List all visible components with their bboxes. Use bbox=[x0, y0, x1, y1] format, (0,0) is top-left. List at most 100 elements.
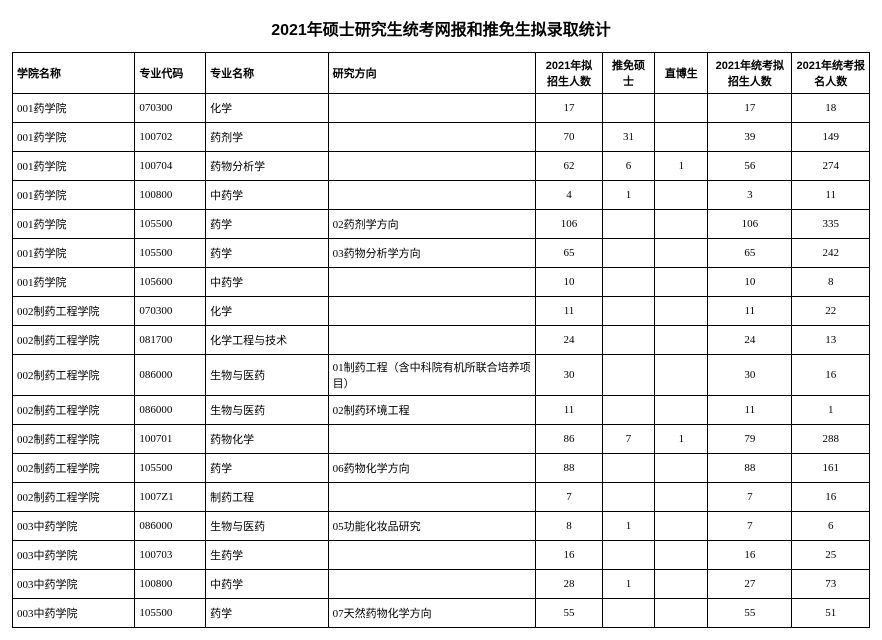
cell bbox=[655, 355, 708, 396]
cell: 100702 bbox=[135, 123, 206, 152]
cell: 16 bbox=[708, 541, 792, 570]
cell: 11 bbox=[792, 181, 870, 210]
cell: 65 bbox=[536, 239, 602, 268]
cell: 70 bbox=[536, 123, 602, 152]
cell: 8 bbox=[792, 268, 870, 297]
cell: 003中药学院 bbox=[13, 599, 135, 628]
cell: 149 bbox=[792, 123, 870, 152]
cell: 02制药环境工程 bbox=[328, 396, 536, 425]
cell: 1 bbox=[602, 570, 655, 599]
cell bbox=[655, 297, 708, 326]
cell bbox=[328, 425, 536, 454]
header-row: 学院名称专业代码专业名称研究方向2021年拟招生人数推免硕士直博生2021年统考… bbox=[13, 53, 870, 94]
cell bbox=[655, 94, 708, 123]
cell: 002制药工程学院 bbox=[13, 355, 135, 396]
cell: 001药学院 bbox=[13, 152, 135, 181]
cell: 制药工程 bbox=[206, 483, 328, 512]
cell: 31 bbox=[602, 123, 655, 152]
cell: 7 bbox=[602, 425, 655, 454]
cell: 4 bbox=[536, 181, 602, 210]
cell: 242 bbox=[792, 239, 870, 268]
cell bbox=[602, 268, 655, 297]
column-header: 2021年统考拟招生人数 bbox=[708, 53, 792, 94]
column-header: 研究方向 bbox=[328, 53, 536, 94]
cell: 02药剂学方向 bbox=[328, 210, 536, 239]
cell: 28 bbox=[536, 570, 602, 599]
cell: 药学 bbox=[206, 210, 328, 239]
cell: 105500 bbox=[135, 599, 206, 628]
cell: 中药学 bbox=[206, 181, 328, 210]
column-header: 专业名称 bbox=[206, 53, 328, 94]
cell: 03药物分析学方向 bbox=[328, 239, 536, 268]
column-header: 2021年拟招生人数 bbox=[536, 53, 602, 94]
cell: 335 bbox=[792, 210, 870, 239]
cell: 002制药工程学院 bbox=[13, 396, 135, 425]
cell: 11 bbox=[536, 297, 602, 326]
cell: 002制药工程学院 bbox=[13, 454, 135, 483]
cell: 化学 bbox=[206, 297, 328, 326]
cell: 1 bbox=[602, 181, 655, 210]
cell bbox=[655, 326, 708, 355]
cell bbox=[602, 355, 655, 396]
cell: 生物与医药 bbox=[206, 512, 328, 541]
cell: 生物与医药 bbox=[206, 396, 328, 425]
cell: 药物化学 bbox=[206, 425, 328, 454]
cell: 161 bbox=[792, 454, 870, 483]
cell: 001药学院 bbox=[13, 210, 135, 239]
table-row: 003中药学院086000生物与医药05功能化妆品研究8176 bbox=[13, 512, 870, 541]
cell bbox=[655, 210, 708, 239]
cell bbox=[328, 94, 536, 123]
cell: 081700 bbox=[135, 326, 206, 355]
cell: 生药学 bbox=[206, 541, 328, 570]
cell: 17 bbox=[536, 94, 602, 123]
cell: 086000 bbox=[135, 355, 206, 396]
cell bbox=[655, 599, 708, 628]
table-row: 002制药工程学院105500药学06药物化学方向8888161 bbox=[13, 454, 870, 483]
cell: 001药学院 bbox=[13, 94, 135, 123]
cell: 16 bbox=[792, 355, 870, 396]
cell: 56 bbox=[708, 152, 792, 181]
cell: 25 bbox=[792, 541, 870, 570]
cell: 88 bbox=[536, 454, 602, 483]
table-row: 002制药工程学院1007Z1制药工程7716 bbox=[13, 483, 870, 512]
cell: 药学 bbox=[206, 454, 328, 483]
table-row: 002制药工程学院086000生物与医药02制药环境工程11111 bbox=[13, 396, 870, 425]
cell: 002制药工程学院 bbox=[13, 483, 135, 512]
cell: 62 bbox=[536, 152, 602, 181]
cell: 1 bbox=[792, 396, 870, 425]
cell: 11 bbox=[536, 396, 602, 425]
cell: 化学 bbox=[206, 94, 328, 123]
column-header: 专业代码 bbox=[135, 53, 206, 94]
column-header: 2021年统考报名人数 bbox=[792, 53, 870, 94]
cell: 16 bbox=[792, 483, 870, 512]
cell: 1 bbox=[602, 512, 655, 541]
cell: 06药物化学方向 bbox=[328, 454, 536, 483]
table-row: 001药学院070300化学171718 bbox=[13, 94, 870, 123]
cell bbox=[655, 123, 708, 152]
cell: 106 bbox=[536, 210, 602, 239]
cell: 6 bbox=[602, 152, 655, 181]
table-row: 002制药工程学院100701药物化学867179288 bbox=[13, 425, 870, 454]
cell: 100704 bbox=[135, 152, 206, 181]
cell: 中药学 bbox=[206, 570, 328, 599]
table-row: 002制药工程学院081700化学工程与技术242413 bbox=[13, 326, 870, 355]
cell: 86 bbox=[536, 425, 602, 454]
table-row: 001药学院100702药剂学703139149 bbox=[13, 123, 870, 152]
table-row: 003中药学院100703生药学161625 bbox=[13, 541, 870, 570]
cell: 10 bbox=[536, 268, 602, 297]
page-title: 2021年硕士研究生统考网报和推免生拟录取统计 bbox=[12, 16, 870, 40]
cell: 3 bbox=[708, 181, 792, 210]
cell: 003中药学院 bbox=[13, 541, 135, 570]
cell bbox=[602, 297, 655, 326]
cell bbox=[602, 239, 655, 268]
cell: 药学 bbox=[206, 239, 328, 268]
table-row: 001药学院100704药物分析学626156274 bbox=[13, 152, 870, 181]
cell: 086000 bbox=[135, 512, 206, 541]
table-body: 001药学院070300化学171718001药学院100702药剂学70313… bbox=[13, 94, 870, 628]
cell: 1 bbox=[655, 152, 708, 181]
cell bbox=[655, 483, 708, 512]
cell bbox=[602, 94, 655, 123]
cell: 16 bbox=[536, 541, 602, 570]
column-header: 学院名称 bbox=[13, 53, 135, 94]
cell: 274 bbox=[792, 152, 870, 181]
